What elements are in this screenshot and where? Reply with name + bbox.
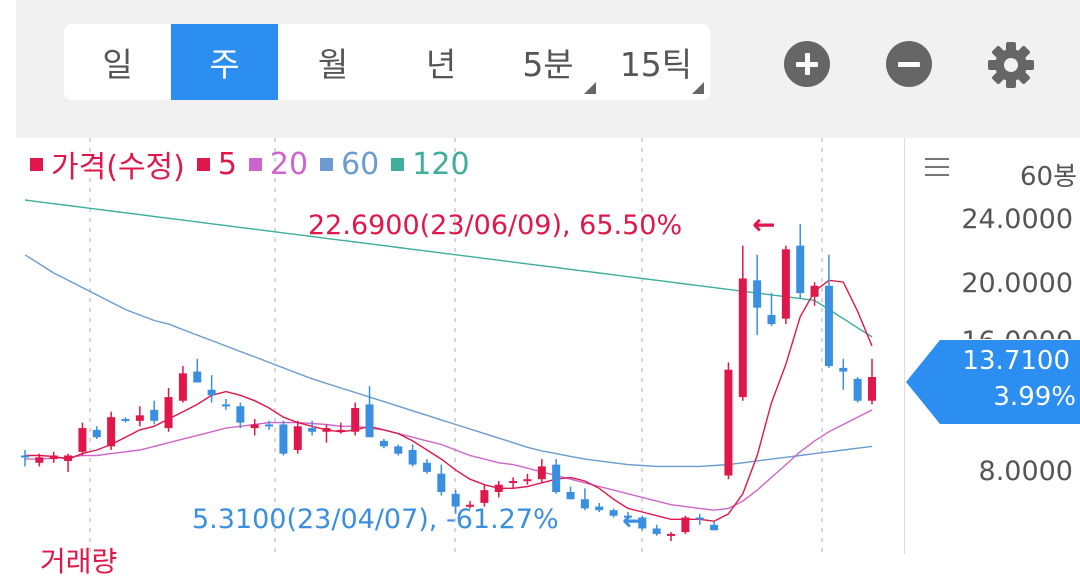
candle-body — [265, 424, 274, 427]
candle-body — [351, 408, 360, 432]
gear-icon[interactable] — [986, 40, 1036, 90]
legend-item-ma120: 120 — [391, 147, 470, 182]
tab-year[interactable]: 년 — [425, 45, 457, 84]
candle-body — [236, 406, 245, 423]
candle-body — [781, 249, 790, 319]
candle-body — [853, 378, 862, 401]
y-tick-label: 24.0000 — [961, 204, 1073, 235]
y-tick-label: 16.0000 — [961, 326, 1073, 339]
candle-body — [566, 491, 575, 500]
tab-month[interactable]: 월 — [317, 45, 349, 84]
candle-body — [308, 428, 317, 432]
candle-body — [64, 455, 73, 461]
candle-body — [595, 506, 604, 511]
candle-body — [422, 462, 431, 472]
candle-body — [365, 404, 374, 438]
candle-body — [135, 415, 144, 421]
candle-body — [164, 397, 173, 429]
candle-body — [868, 377, 876, 401]
candle-body — [810, 285, 819, 297]
candle-body — [480, 490, 489, 503]
candle-body — [638, 517, 647, 529]
dropdown-corner-icon — [584, 82, 596, 94]
legend-item-price: 가격(수정) — [30, 142, 185, 186]
low-price-annotation: 5.3100(23/04/07), -61.27% — [192, 504, 559, 535]
candle-body — [437, 473, 446, 492]
candle-body — [21, 455, 29, 458]
legend-item-ma5: 5 — [196, 147, 237, 182]
dropdown-corner-icon — [692, 82, 704, 94]
current-price: 13.7100 — [962, 346, 1070, 376]
candle-body — [623, 515, 632, 518]
ma20-line — [25, 409, 873, 511]
candle-body — [92, 429, 101, 438]
candle-body — [537, 466, 546, 480]
candle-body — [207, 389, 216, 396]
candle-body — [322, 428, 331, 432]
candle-body — [824, 285, 833, 367]
candle-count-label[interactable]: 60봉 — [1019, 162, 1077, 192]
candle-body — [279, 424, 288, 454]
period-tabs: 일 주 월 년 5분 15틱 — [64, 24, 710, 100]
candle-body — [35, 457, 44, 463]
candle-body — [451, 493, 460, 507]
candle-body — [667, 533, 676, 536]
current-price-tag: 13.7100 3.99% — [906, 340, 1080, 424]
tab-day[interactable]: 일 — [102, 45, 133, 84]
candle-body — [494, 484, 503, 492]
candle-body — [710, 524, 719, 531]
candle-body — [695, 517, 704, 520]
candle-body — [193, 371, 202, 383]
candle-body — [767, 314, 776, 325]
candle-body — [408, 450, 417, 465]
zoom-in-button[interactable] — [784, 41, 830, 87]
candle-body — [466, 504, 475, 507]
candle-body — [724, 369, 733, 476]
legend-item-ma60: 60 — [320, 147, 379, 182]
low-arrow-icon: ← — [622, 504, 646, 537]
candle-body — [609, 510, 618, 516]
candle-body — [336, 429, 345, 432]
candle-body — [78, 428, 87, 452]
candle-body — [652, 528, 661, 534]
chart-legend: 가격(수정) 5 20 60 120 — [30, 142, 482, 186]
candle-body — [250, 424, 259, 429]
candle-body — [681, 517, 690, 533]
chart-area[interactable]: 가격(수정) 5 20 60 120 22.6900(23/06/09), 65… — [0, 138, 1080, 578]
candlestick-plot[interactable] — [0, 138, 904, 554]
candle-body — [107, 417, 116, 447]
candle-body — [738, 278, 747, 398]
candle-body — [753, 280, 762, 308]
high-price-annotation: 22.6900(23/06/09), 65.50% — [308, 210, 683, 241]
volume-section-title: 거래량 — [40, 545, 118, 578]
zoom-out-button[interactable] — [886, 41, 932, 87]
candle-body — [221, 404, 230, 407]
y-tick-label: 8.0000 — [978, 456, 1073, 487]
candle-body — [178, 373, 187, 401]
candle-body — [49, 455, 58, 460]
tab-5min[interactable]: 5분 — [494, 24, 602, 100]
candle-body — [839, 367, 848, 372]
candle-body — [509, 481, 518, 484]
candle-body — [293, 426, 302, 450]
candle-body — [552, 464, 561, 492]
candle-body — [523, 479, 532, 482]
candle-body — [580, 499, 589, 509]
candle-body — [150, 409, 159, 421]
candle-body — [796, 245, 805, 294]
candle-body — [379, 440, 388, 447]
y-tick-label: 20.0000 — [961, 268, 1073, 299]
hamburger-menu-icon[interactable] — [925, 158, 949, 178]
candle-body — [394, 446, 403, 454]
high-arrow-icon: ← — [752, 208, 776, 241]
tab-15tick[interactable]: 15틱 — [602, 24, 710, 100]
candle-body — [121, 418, 130, 421]
ma120-line — [24, 199, 873, 338]
tab-week[interactable]: 주 — [171, 24, 278, 100]
legend-item-ma20: 20 — [248, 147, 308, 182]
current-change: 3.99% — [993, 382, 1076, 412]
